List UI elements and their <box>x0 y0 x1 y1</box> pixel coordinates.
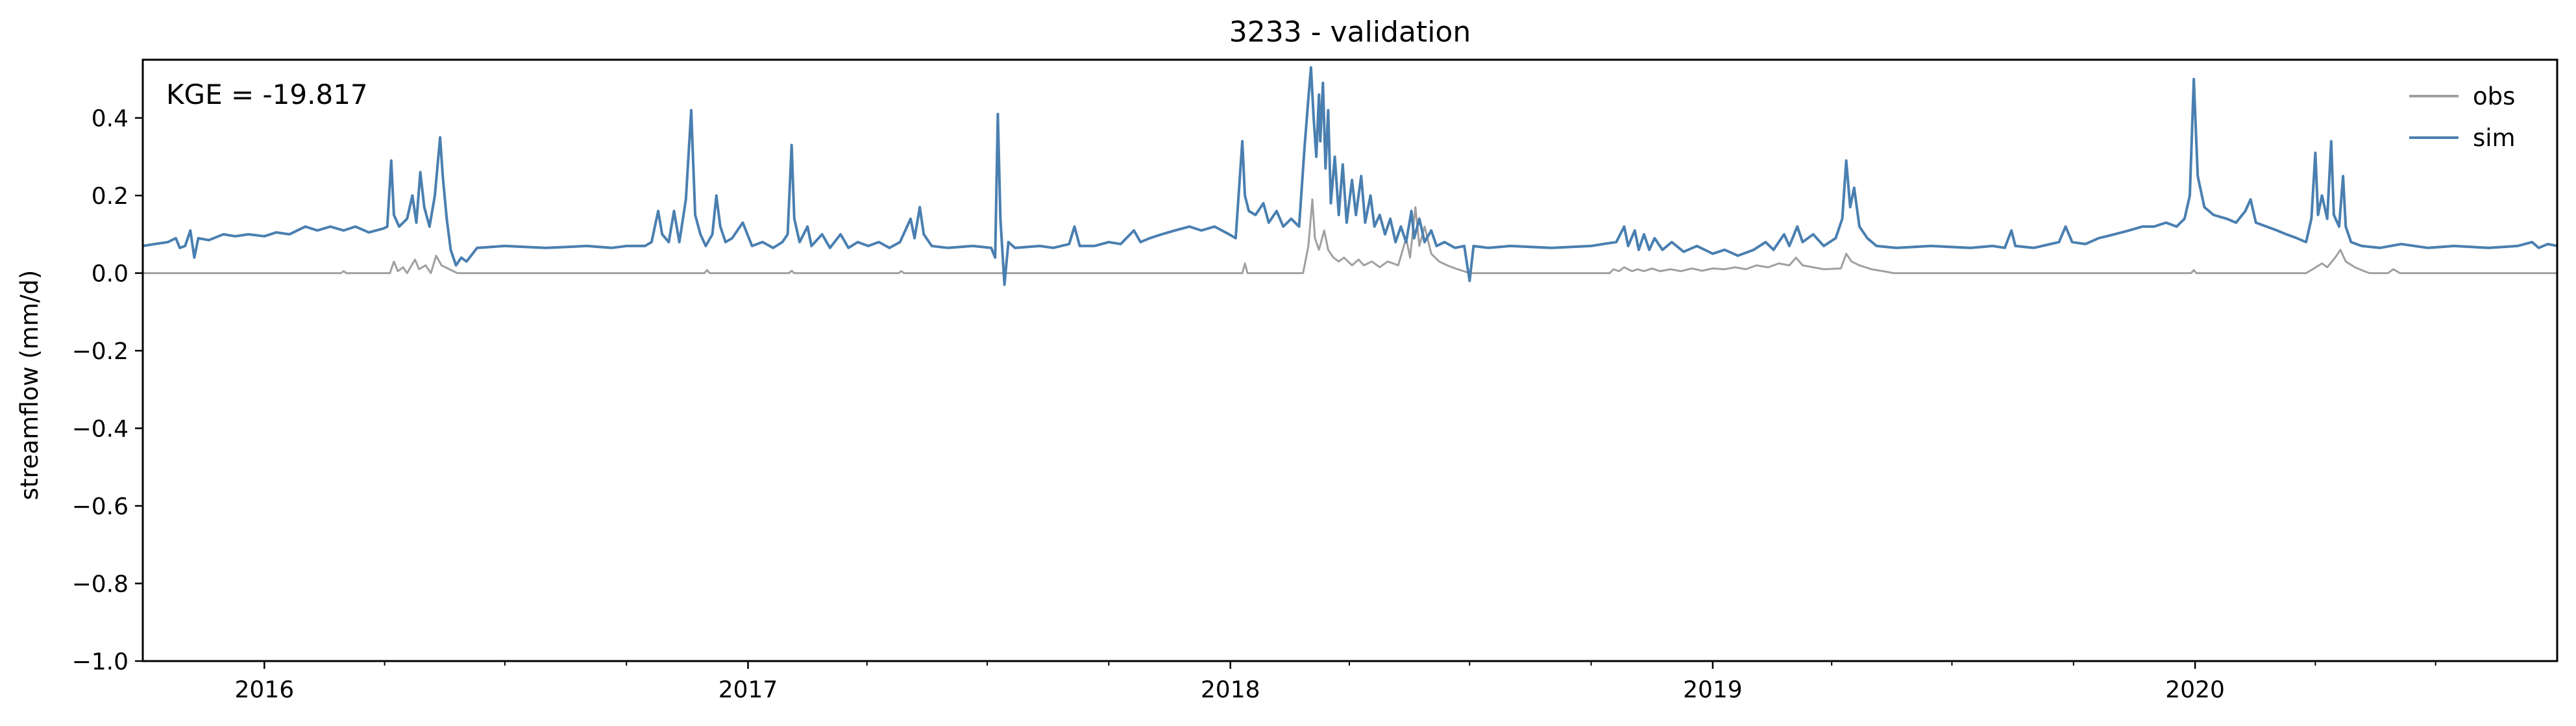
y-tick-label: −0.6 <box>72 494 129 520</box>
x-tick-label: 2019 <box>1683 677 1743 703</box>
y-axis-label: streamflow (mm/d) <box>16 270 43 501</box>
y-tick-label: 0.4 <box>92 106 129 132</box>
x-tick-label: 2016 <box>235 677 295 703</box>
kge-annotation: KGE = -19.817 <box>166 79 368 110</box>
x-tick-label: 2020 <box>2165 677 2225 703</box>
x-tick-label: 2018 <box>1201 677 1260 703</box>
chart-title: 3233 - validation <box>1229 16 1471 49</box>
legend-label-obs: obs <box>2473 82 2515 110</box>
legend: obs sim <box>2409 82 2516 152</box>
y-tick-label: −0.2 <box>72 338 129 365</box>
y-tick-label: 0.0 <box>92 261 129 288</box>
x-tick-label: 2017 <box>718 677 778 703</box>
axes-layer: 0.4 0.2 0.0 −0.2 −0.4 −0.6 −0.8 −1.0 2016 2017 201… <box>72 106 2436 703</box>
series-line-sim <box>142 66 2558 286</box>
legend-label-sim: sim <box>2473 124 2516 152</box>
y-tick-label: 0.2 <box>92 183 129 210</box>
series-layer <box>142 66 2558 286</box>
y-tick-label: −0.4 <box>72 416 129 443</box>
y-tick-label: −0.8 <box>72 571 129 598</box>
y-tick-label: −1.0 <box>72 649 129 675</box>
series-line-obs <box>143 198 2557 275</box>
plot-frame <box>141 58 2558 662</box>
